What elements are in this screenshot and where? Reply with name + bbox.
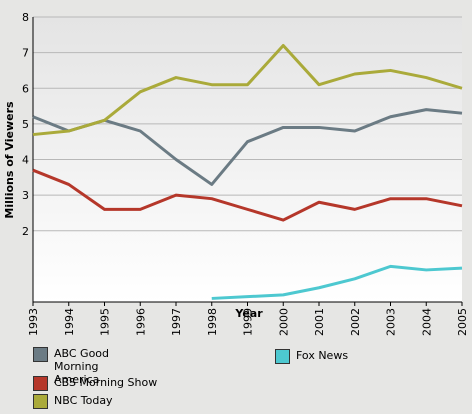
x-axis-title: Year	[234, 307, 263, 320]
x-tick-label: 1999	[242, 308, 255, 336]
y-tick-label: 2	[22, 225, 29, 238]
y-tick-label: 5	[22, 118, 29, 131]
x-tick-label: 1997	[170, 308, 183, 336]
x-tick-label: 2005	[456, 308, 469, 336]
legend-swatch	[33, 347, 48, 362]
x-tick-label: 2004	[420, 308, 433, 336]
series-line	[32, 168, 463, 222]
x-tick-label: 2003	[385, 308, 398, 336]
x-tick-label: 1998	[206, 308, 219, 336]
x-tick-label: 1994	[63, 308, 76, 336]
legend-swatch	[33, 376, 48, 391]
y-tick-label: 7	[22, 47, 29, 60]
y-tick-label: 8	[22, 11, 29, 24]
legend-item: ABC Good Morning America	[33, 347, 144, 386]
y-tick-label: 6	[22, 82, 29, 95]
y-axis-title: Millions of Viewers	[3, 101, 16, 219]
legend-swatch	[33, 394, 48, 409]
legend-label: Fox News	[296, 349, 349, 362]
y-tick-label: 4	[22, 154, 29, 167]
chart: Year Millions of Viewers 2 3 4 5 6 7 8 1993 1994…	[3, 11, 469, 336]
x-tick-label: 1996	[134, 308, 147, 336]
y-tick-label: 3	[22, 189, 29, 202]
x-tick-label: 1995	[99, 308, 112, 336]
series-line	[32, 44, 463, 137]
legend-label: NBC Today	[54, 394, 113, 407]
x-tick-label: 2000	[277, 308, 290, 336]
legend-item: Fox News	[275, 349, 416, 364]
x-tick-label: 2002	[349, 308, 362, 336]
legend-item: NBC Today	[33, 394, 174, 409]
legend-label: ABC Good Morning America	[54, 347, 110, 386]
legend-swatch	[275, 349, 290, 364]
legend-label: CBS Morning Show	[54, 376, 158, 389]
legend-item: CBS Morning Show	[33, 376, 174, 391]
x-tick-label: 1993	[27, 308, 40, 336]
x-tick-label: 2001	[313, 308, 326, 336]
series-line	[211, 264, 463, 300]
